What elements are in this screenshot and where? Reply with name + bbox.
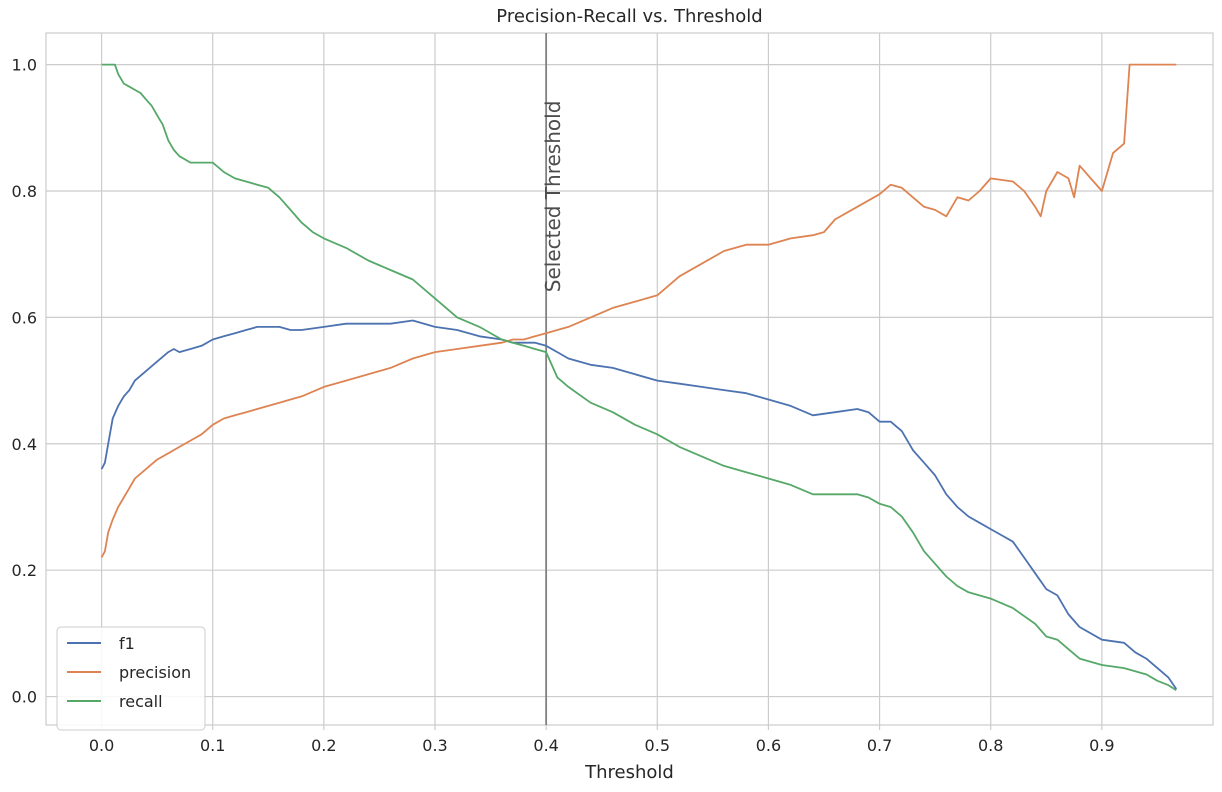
- y-tick-label: 0.8: [12, 182, 37, 201]
- y-tick-labels: 0.0 0.2 0.4 0.6 0.8 1.0: [12, 56, 37, 707]
- plot-area: [45, 32, 1214, 726]
- series-line-recall: [101, 63, 1177, 691]
- chart-title: Precision-Recall vs. Threshold: [496, 6, 762, 27]
- x-tick-label: 0.4: [533, 736, 558, 755]
- x-tick-label: 0.8: [978, 736, 1003, 755]
- x-tick-label: 0.7: [867, 736, 892, 755]
- legend: f1 precision recall: [56, 626, 206, 731]
- y-tick-label: 1.0: [12, 56, 37, 75]
- x-tick-label: 0.9: [1089, 736, 1114, 755]
- x-tick-label: 0.6: [756, 736, 781, 755]
- x-tick-label: 0.2: [311, 736, 336, 755]
- legend-box: [56, 626, 206, 731]
- x-tick-label: 0.3: [422, 736, 447, 755]
- grid: [46, 33, 1213, 730]
- series-line-precision: [100, 63, 1177, 558]
- y-tick-label: 0.4: [12, 435, 37, 454]
- legend-label-precision: precision: [119, 663, 191, 682]
- y-tick-label: 0.2: [12, 561, 37, 580]
- legend-label-recall: recall: [119, 692, 163, 711]
- series-group: [100, 63, 1178, 691]
- y-tick-label: 0.0: [12, 688, 37, 707]
- series-line-f1: [100, 319, 1178, 690]
- x-tick-labels: 0.0 0.1 0.2 0.3 0.4 0.5 0.6 0.7 0.8 0.9: [89, 736, 1115, 755]
- y-tick-label: 0.6: [12, 308, 37, 327]
- legend-label-f1: f1: [119, 634, 135, 653]
- x-tick-label: 0.5: [645, 736, 670, 755]
- x-tick-label: 0.0: [89, 736, 114, 755]
- x-tick-label: 0.1: [200, 736, 225, 755]
- x-axis-label: Threshold: [584, 762, 674, 783]
- selected-threshold-label: Selected Threshold: [541, 101, 565, 293]
